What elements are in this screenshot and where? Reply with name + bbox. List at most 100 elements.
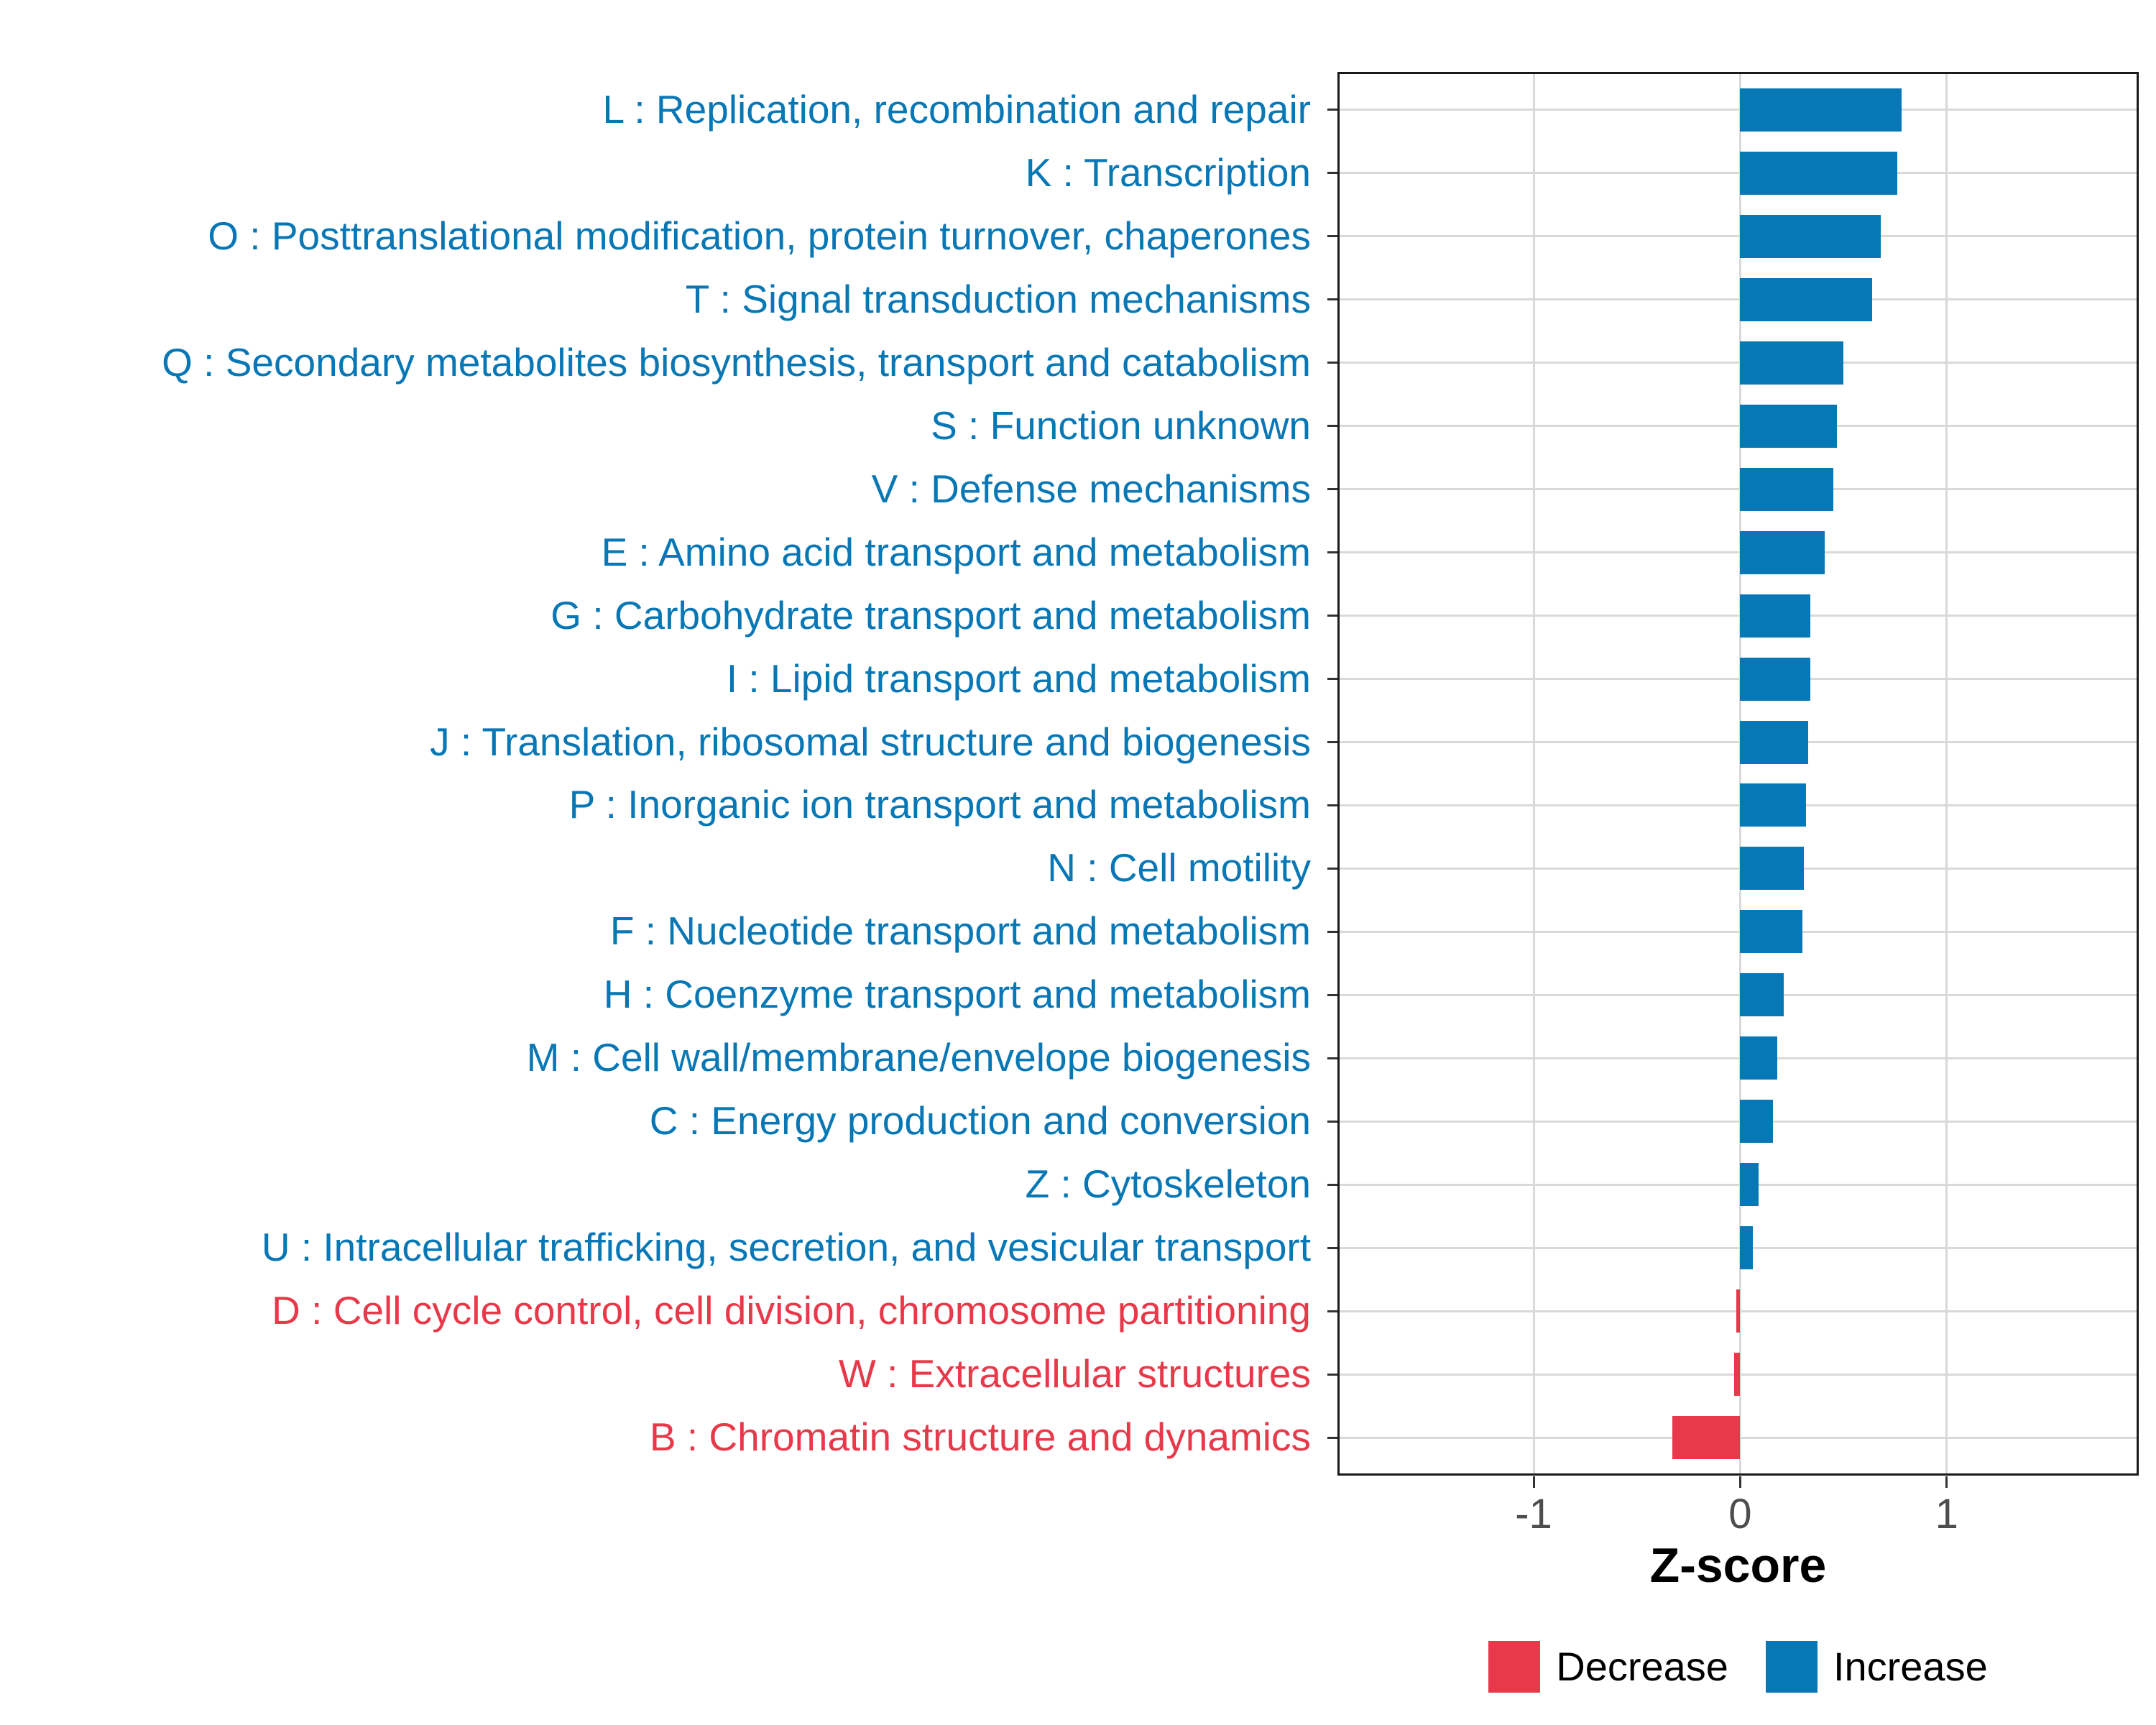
y-tick-W	[1327, 1373, 1337, 1376]
y-tick-U	[1327, 1246, 1337, 1249]
y-tick-E	[1327, 551, 1337, 554]
bar-H	[1740, 973, 1784, 1017]
category-label-G: G : Carbohydrate transport and metabolis…	[550, 592, 1311, 638]
bar-U	[1740, 1226, 1753, 1270]
bar-T	[1740, 277, 1873, 321]
category-label-N: N : Cell motility	[1047, 845, 1311, 891]
y-tick-Q	[1327, 362, 1337, 364]
category-label-F: F : Nucleotide transport and metabolism	[609, 908, 1311, 954]
category-label-I: I : Lipid transport and metabolism	[726, 656, 1311, 701]
horizontal-gridline-F	[1337, 930, 2139, 933]
horizontal-gridline-N	[1337, 867, 2139, 870]
horizontal-gridline-U	[1337, 1246, 2139, 1249]
legend: Decrease Increase	[1337, 1639, 2139, 1694]
horizontal-gridline-S	[1337, 425, 2139, 428]
bar-K	[1740, 151, 1897, 195]
bar-D	[1736, 1289, 1741, 1333]
bar-Q	[1740, 341, 1844, 385]
bar-L	[1740, 88, 1902, 132]
vertical-gridline-0	[1738, 72, 1741, 1476]
bar-P	[1740, 783, 1807, 827]
horizontal-gridline-M	[1337, 1057, 2139, 1059]
horizontal-gridline-P	[1337, 804, 2139, 806]
category-label-M: M : Cell wall/membrane/envelope biogenes…	[526, 1035, 1311, 1080]
y-tick-S	[1327, 425, 1337, 428]
x-tick-0	[1738, 1476, 1741, 1488]
x-tick-label-0: 0	[1728, 1491, 1752, 1537]
category-label-O: O : Posttranslational modification, prot…	[208, 213, 1311, 258]
y-tick-F	[1327, 930, 1337, 933]
bar-I	[1740, 657, 1811, 701]
category-label-V: V : Defense mechanisms	[871, 466, 1311, 511]
horizontal-gridline-V	[1337, 488, 2139, 491]
x-tick-1	[1945, 1476, 1948, 1488]
bar-G	[1740, 594, 1811, 638]
y-tick-N	[1327, 867, 1337, 870]
legend-label-increase: Increase	[1833, 1644, 1988, 1689]
legend-swatch-decrease	[1488, 1641, 1541, 1693]
category-label-D: D : Cell cycle control, cell division, c…	[272, 1288, 1311, 1333]
y-tick-B	[1327, 1436, 1337, 1439]
x-tick-label--1: -1	[1515, 1491, 1552, 1537]
category-label-B: B : Chromatin structure and dynamics	[649, 1414, 1311, 1460]
y-tick-I	[1327, 678, 1337, 681]
y-tick-T	[1327, 298, 1337, 301]
panel-border	[1337, 72, 2139, 1476]
y-tick-H	[1327, 993, 1337, 996]
horizontal-gridline-C	[1337, 1120, 2139, 1123]
bar-S	[1740, 404, 1838, 448]
category-label-W: W : Extracellular structures	[838, 1351, 1311, 1397]
vertical-gridline-1	[1945, 72, 1948, 1476]
y-tick-L	[1327, 109, 1337, 111]
category-label-J: J : Translation, ribosomal structure and…	[430, 719, 1311, 764]
bar-W	[1733, 1353, 1741, 1397]
y-tick-C	[1327, 1120, 1337, 1123]
legend-item-increase: Increase	[1765, 1641, 1988, 1693]
horizontal-gridline-L	[1337, 109, 2139, 111]
bar-C	[1740, 1100, 1774, 1144]
category-label-U: U : Intracellular trafficking, secretion…	[261, 1225, 1311, 1270]
y-tick-P	[1327, 804, 1337, 806]
horizontal-gridline-H	[1337, 993, 2139, 996]
horizontal-gridline-I	[1337, 678, 2139, 681]
bar-V	[1740, 467, 1833, 511]
category-label-Z: Z : Cytoskeleton	[1025, 1162, 1311, 1207]
category-label-P: P : Inorganic ion transport and metaboli…	[568, 782, 1311, 827]
bar-B	[1672, 1416, 1741, 1460]
horizontal-gridline-K	[1337, 172, 2139, 175]
horizontal-gridline-Q	[1337, 362, 2139, 364]
bar-N	[1740, 847, 1805, 891]
vertical-gridline--1	[1532, 72, 1535, 1476]
plot-panel	[1337, 72, 2139, 1476]
y-tick-D	[1327, 1310, 1337, 1312]
horizontal-gridline-G	[1337, 615, 2139, 617]
legend-label-decrease: Decrease	[1556, 1644, 1728, 1689]
horizontal-gridline-E	[1337, 551, 2139, 554]
category-label-T: T : Signal transduction mechanisms	[685, 276, 1311, 321]
y-tick-J	[1327, 741, 1337, 743]
bar-O	[1740, 214, 1881, 258]
horizontal-gridline-O	[1337, 235, 2139, 238]
category-label-Q: Q : Secondary metabolites biosynthesis, …	[162, 339, 1311, 385]
y-tick-O	[1327, 235, 1337, 238]
horizontal-gridline-J	[1337, 741, 2139, 743]
x-axis-title: Z-score	[1649, 1538, 1827, 1593]
category-label-K: K : Transcription	[1025, 150, 1311, 195]
bar-J	[1740, 720, 1809, 764]
y-tick-Z	[1327, 1183, 1337, 1186]
y-tick-K	[1327, 172, 1337, 175]
y-tick-G	[1327, 615, 1337, 617]
y-tick-V	[1327, 488, 1337, 491]
x-tick-label-1: 1	[1935, 1491, 1958, 1537]
category-label-E: E : Amino acid transport and metabolism	[601, 529, 1311, 574]
bar-Z	[1740, 1163, 1759, 1207]
y-tick-M	[1327, 1057, 1337, 1059]
horizontal-gridline-T	[1337, 298, 2139, 301]
category-label-H: H : Coenzyme transport and metabolism	[603, 972, 1311, 1017]
category-label-S: S : Function unknown	[931, 402, 1311, 448]
category-label-C: C : Energy production and conversion	[649, 1098, 1311, 1144]
horizontal-gridline-Z	[1337, 1183, 2139, 1186]
bar-F	[1740, 910, 1802, 954]
bar-E	[1740, 530, 1825, 574]
